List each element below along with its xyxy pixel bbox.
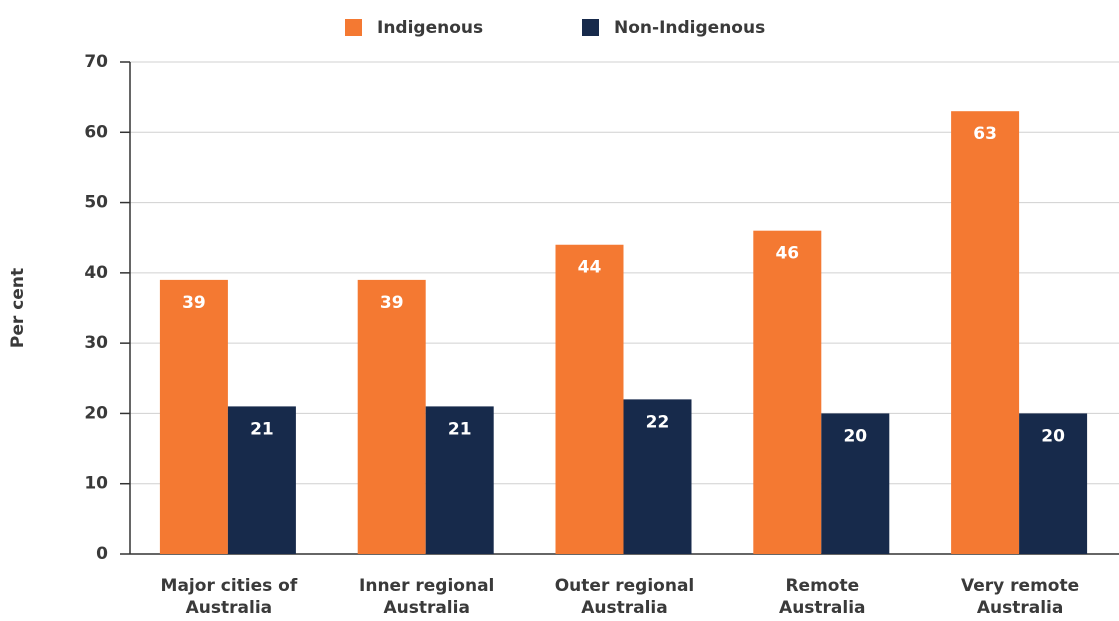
bar — [227, 406, 296, 554]
value-label: 20 — [1041, 426, 1065, 446]
bar — [159, 279, 228, 554]
y-tick-label: 50 — [84, 193, 108, 213]
bar — [357, 279, 426, 554]
value-label: 39 — [380, 293, 404, 313]
legend-swatch — [345, 19, 362, 36]
value-label: 39 — [182, 293, 206, 313]
value-label: 44 — [578, 258, 602, 278]
y-tick-label: 0 — [96, 544, 108, 564]
x-tick-label: Very remote Australia — [961, 576, 1079, 618]
value-label: 46 — [775, 244, 799, 264]
legend-label: Non-Indigenous — [614, 18, 765, 38]
x-tick-label: Outer regional Australia — [555, 576, 695, 618]
value-label: 63 — [973, 124, 997, 144]
y-tick-label: 60 — [84, 122, 108, 142]
legend-label: Indigenous — [377, 18, 483, 38]
y-tick-label: 70 — [84, 52, 108, 72]
x-tick-label: Major cities of Australia — [161, 576, 298, 618]
legend-swatch — [582, 19, 599, 36]
x-tick-label: Remote Australia — [779, 576, 866, 618]
y-tick-label: 30 — [84, 333, 108, 353]
bar — [1019, 413, 1088, 554]
bar — [753, 230, 822, 554]
x-tick-label: Inner regional Australia — [359, 576, 494, 618]
y-tick-label: 40 — [84, 263, 108, 283]
bar — [821, 413, 890, 554]
bar — [951, 111, 1020, 554]
bar — [425, 406, 494, 554]
bar — [623, 399, 692, 554]
value-label: 22 — [646, 412, 670, 432]
value-label: 20 — [843, 426, 867, 446]
y-tick-label: 10 — [84, 474, 108, 494]
bar — [555, 244, 624, 554]
value-label: 21 — [448, 419, 472, 439]
y-tick-label: 20 — [84, 403, 108, 423]
y-axis-label: Per cent — [8, 268, 28, 348]
value-label: 21 — [250, 419, 274, 439]
